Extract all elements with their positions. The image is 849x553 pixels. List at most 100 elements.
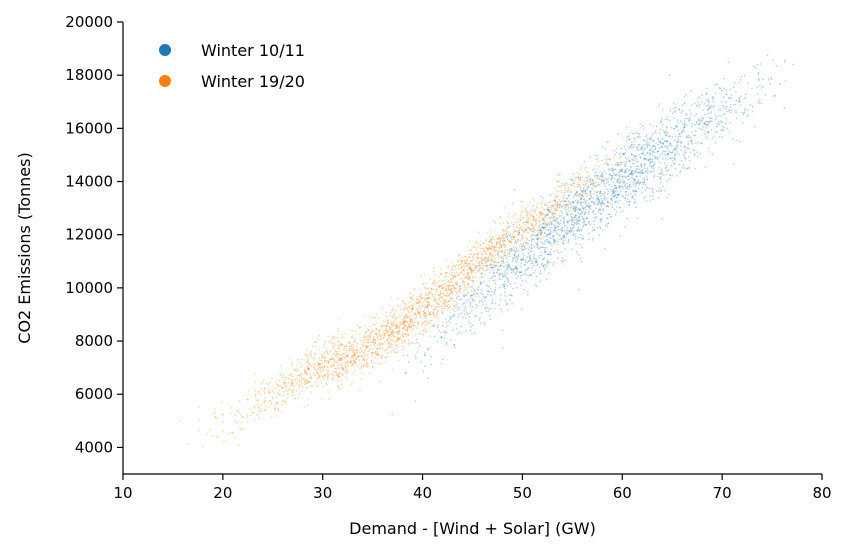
data-point xyxy=(615,187,617,190)
data-point xyxy=(707,108,709,110)
data-point xyxy=(553,250,555,253)
data-point xyxy=(386,324,388,327)
data-point xyxy=(524,261,527,263)
data-point xyxy=(317,363,319,365)
data-point xyxy=(576,209,579,211)
data-point xyxy=(540,238,542,240)
data-point xyxy=(331,337,333,340)
data-point xyxy=(581,191,584,193)
data-point xyxy=(600,202,602,204)
data-point xyxy=(613,194,616,197)
data-point xyxy=(312,374,315,376)
data-point xyxy=(643,165,645,167)
data-point xyxy=(533,264,536,267)
data-point xyxy=(416,301,419,304)
data-point xyxy=(681,130,684,132)
data-point xyxy=(600,205,603,208)
data-point xyxy=(582,192,584,195)
data-point xyxy=(591,187,593,190)
data-point xyxy=(600,203,602,206)
data-point xyxy=(277,392,279,395)
data-point xyxy=(579,208,581,211)
data-point xyxy=(715,122,718,125)
data-point xyxy=(529,228,532,231)
data-point xyxy=(326,350,329,352)
data-point xyxy=(584,201,587,203)
data-point xyxy=(319,359,321,361)
data-point xyxy=(592,169,594,171)
data-point xyxy=(422,310,425,313)
data-point xyxy=(669,142,672,144)
data-point xyxy=(619,187,622,189)
data-point xyxy=(657,190,660,193)
data-point xyxy=(601,176,603,178)
data-point xyxy=(634,200,637,203)
data-point xyxy=(518,227,520,230)
data-point xyxy=(707,112,710,115)
data-point xyxy=(527,294,529,296)
data-point xyxy=(537,232,539,235)
data-point xyxy=(387,333,390,336)
data-point xyxy=(688,160,691,162)
data-point xyxy=(469,322,472,325)
data-point xyxy=(389,327,392,329)
data-point xyxy=(561,229,563,232)
data-point xyxy=(418,300,421,303)
data-point xyxy=(502,258,505,261)
data-point xyxy=(606,179,609,181)
data-point xyxy=(480,276,482,279)
data-point xyxy=(534,269,537,272)
data-point xyxy=(585,224,588,226)
data-point xyxy=(479,283,482,286)
data-point xyxy=(725,93,728,96)
data-point xyxy=(548,201,550,204)
data-point xyxy=(355,345,357,347)
data-point xyxy=(493,238,496,240)
data-point xyxy=(670,164,673,167)
data-point xyxy=(441,358,444,361)
data-point xyxy=(567,209,570,212)
data-point xyxy=(639,147,642,150)
data-point xyxy=(345,349,348,352)
data-point xyxy=(264,397,266,399)
data-point xyxy=(584,199,586,202)
data-point xyxy=(577,253,580,256)
data-point xyxy=(481,262,483,265)
data-point xyxy=(485,265,488,268)
data-point xyxy=(538,266,541,268)
data-point xyxy=(323,378,325,381)
data-point xyxy=(758,79,760,81)
data-point xyxy=(571,219,573,222)
data-point xyxy=(545,213,548,216)
data-point xyxy=(337,358,340,361)
data-point xyxy=(291,390,294,392)
data-point xyxy=(253,372,256,375)
data-point xyxy=(541,246,543,248)
data-point xyxy=(350,335,353,338)
data-point xyxy=(380,343,383,345)
data-point xyxy=(570,184,573,187)
data-point xyxy=(539,233,542,235)
data-point xyxy=(631,147,633,149)
y-tick-label: 4000 xyxy=(75,438,113,456)
data-point xyxy=(283,383,286,385)
data-point xyxy=(507,265,509,268)
data-point xyxy=(397,332,400,334)
data-point xyxy=(503,285,506,288)
data-point xyxy=(541,200,543,203)
data-point xyxy=(673,107,675,110)
data-point xyxy=(404,325,407,327)
data-point xyxy=(387,345,390,348)
data-point xyxy=(541,231,544,234)
data-point xyxy=(306,381,309,384)
data-point xyxy=(604,185,606,188)
data-point xyxy=(468,275,471,277)
data-point xyxy=(396,331,398,333)
data-point xyxy=(428,313,430,316)
data-point xyxy=(560,251,563,253)
data-point xyxy=(548,211,551,213)
data-point xyxy=(480,289,483,291)
data-point xyxy=(453,276,455,279)
data-point xyxy=(619,153,621,155)
data-point xyxy=(508,213,511,215)
